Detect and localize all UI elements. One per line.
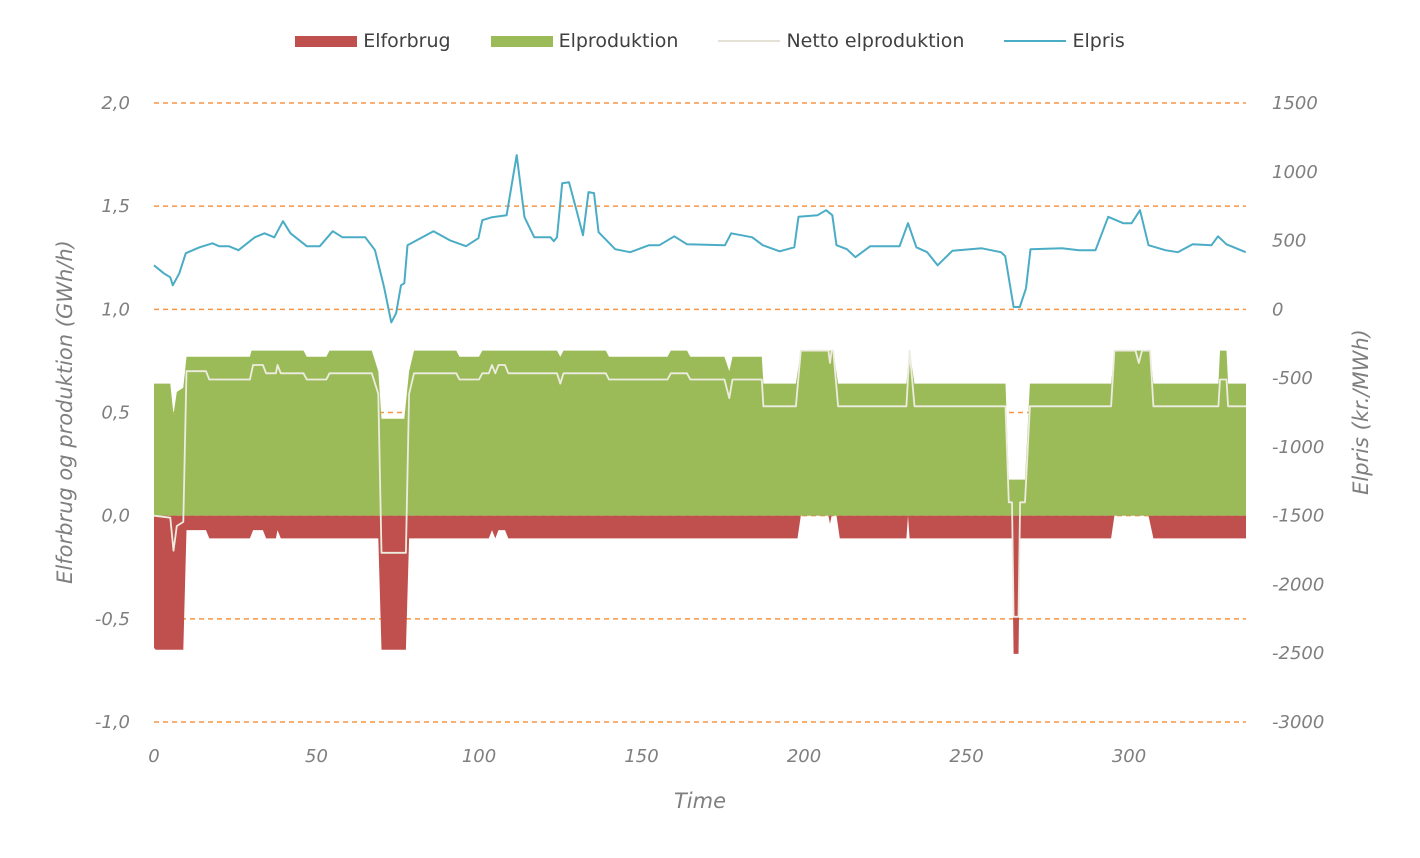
y-axis-title: Elforbrug og produktion (GWh/h) [53,240,77,584]
series-area-elforbrug [154,515,1246,654]
x-tick-label: 50 [305,746,328,767]
y-tick-label: -0,5 [95,609,130,630]
legend-item-elproduktion[interactable]: Elproduktion [490,30,679,52]
x-tick-label: 150 [624,746,658,767]
line-series [153,154,1247,618]
y2-tick-label: -1000 [1272,437,1324,458]
legend-swatch-elpris [1004,40,1067,42]
y2-tick-label: -3000 [1272,712,1324,733]
y2-tick-label: 1500 [1272,93,1318,114]
x-tick-label: 300 [1112,746,1146,767]
y-tick-label: 1,5 [101,196,130,217]
x-tick-label: 200 [787,746,821,767]
legend-item-elpris[interactable]: Elpris [1004,30,1125,52]
y-tick-label: -1,0 [95,712,130,733]
y2-tick-label: -2500 [1272,643,1324,664]
y-tick-label: 1,0 [101,299,130,320]
legend-item-elforbrug[interactable]: Elforbrug [295,30,451,52]
legend-label: Elproduktion [558,30,679,52]
legend-swatch-elforbrug [295,35,358,47]
y2-tick-label: -1500 [1272,506,1324,527]
x-tick-label: 0 [148,746,159,767]
y2-tick-label: 1000 [1272,162,1318,183]
series-area-elproduktion [154,350,1246,516]
legend-label: Netto elproduktion [786,30,965,52]
y2-tick-label: -500 [1272,368,1313,389]
area-series [154,350,1246,654]
y-tick-label: 0,5 [101,403,130,424]
legend-swatch-elproduktion [490,35,553,47]
series-line-elpris [153,154,1247,324]
y2-tick-label: 500 [1272,231,1306,252]
x-axis-title: Time [674,789,726,813]
y-tick-label: 2,0 [101,93,130,114]
y2-tick-label: -2000 [1272,574,1324,595]
x-tick-label: 100 [462,746,496,767]
legend: Elforbrug Elproduktion Netto elproduktio… [0,30,1420,52]
legend-label: Elforbrug [363,30,451,52]
y2-axis-title: Elpris (kr./MWh) [1349,329,1373,495]
y2-tick-label: 0 [1272,299,1283,320]
x-tick-label: 250 [949,746,983,767]
legend-swatch-netto [718,40,781,42]
legend-item-netto[interactable]: Netto elproduktion [718,30,964,52]
y-tick-label: 0,0 [101,506,130,527]
legend-label: Elpris [1072,30,1125,52]
series-line-netto-elproduktion [153,349,1246,618]
tick-labels: 2,01,51,00,50,0-0,5-1,0150010005000-500-… [95,93,1324,767]
